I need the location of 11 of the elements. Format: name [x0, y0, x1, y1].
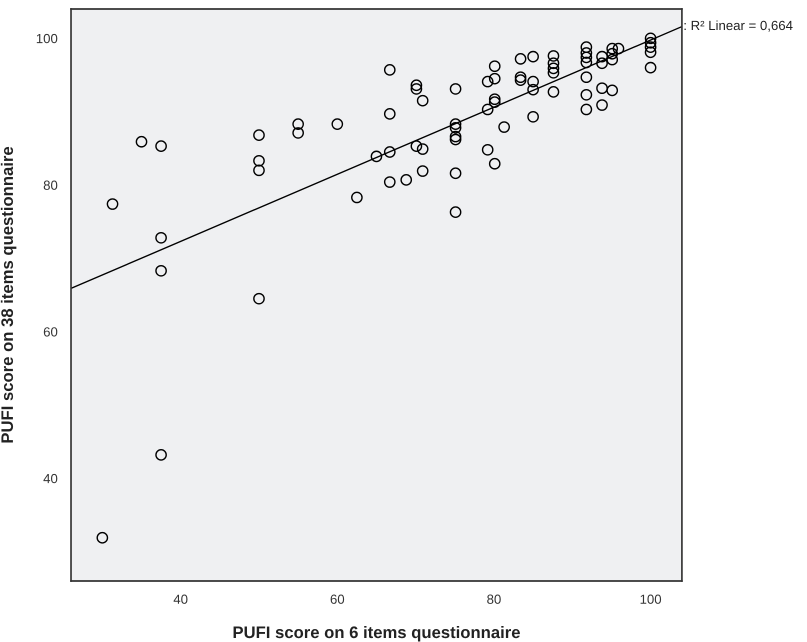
x-tick-label: 40: [174, 594, 188, 604]
x-tick-label: 60: [330, 594, 344, 604]
y-tick-label: 80: [44, 180, 58, 190]
x-axis-title: PUFI score on 6 items questionnaire: [234, 626, 520, 642]
x-tick-label: 100: [640, 594, 662, 604]
annotation: : R² Linear = 0,664: [684, 20, 793, 32]
x-tick-label: 80: [487, 594, 501, 604]
y-tick-label: 40: [43, 474, 58, 484]
y-tick-label: 100: [36, 34, 58, 44]
y-tick-label: 60: [44, 327, 58, 337]
y-axis-title: PUFI score on 38 items questionnaire: [0, 146, 16, 443]
